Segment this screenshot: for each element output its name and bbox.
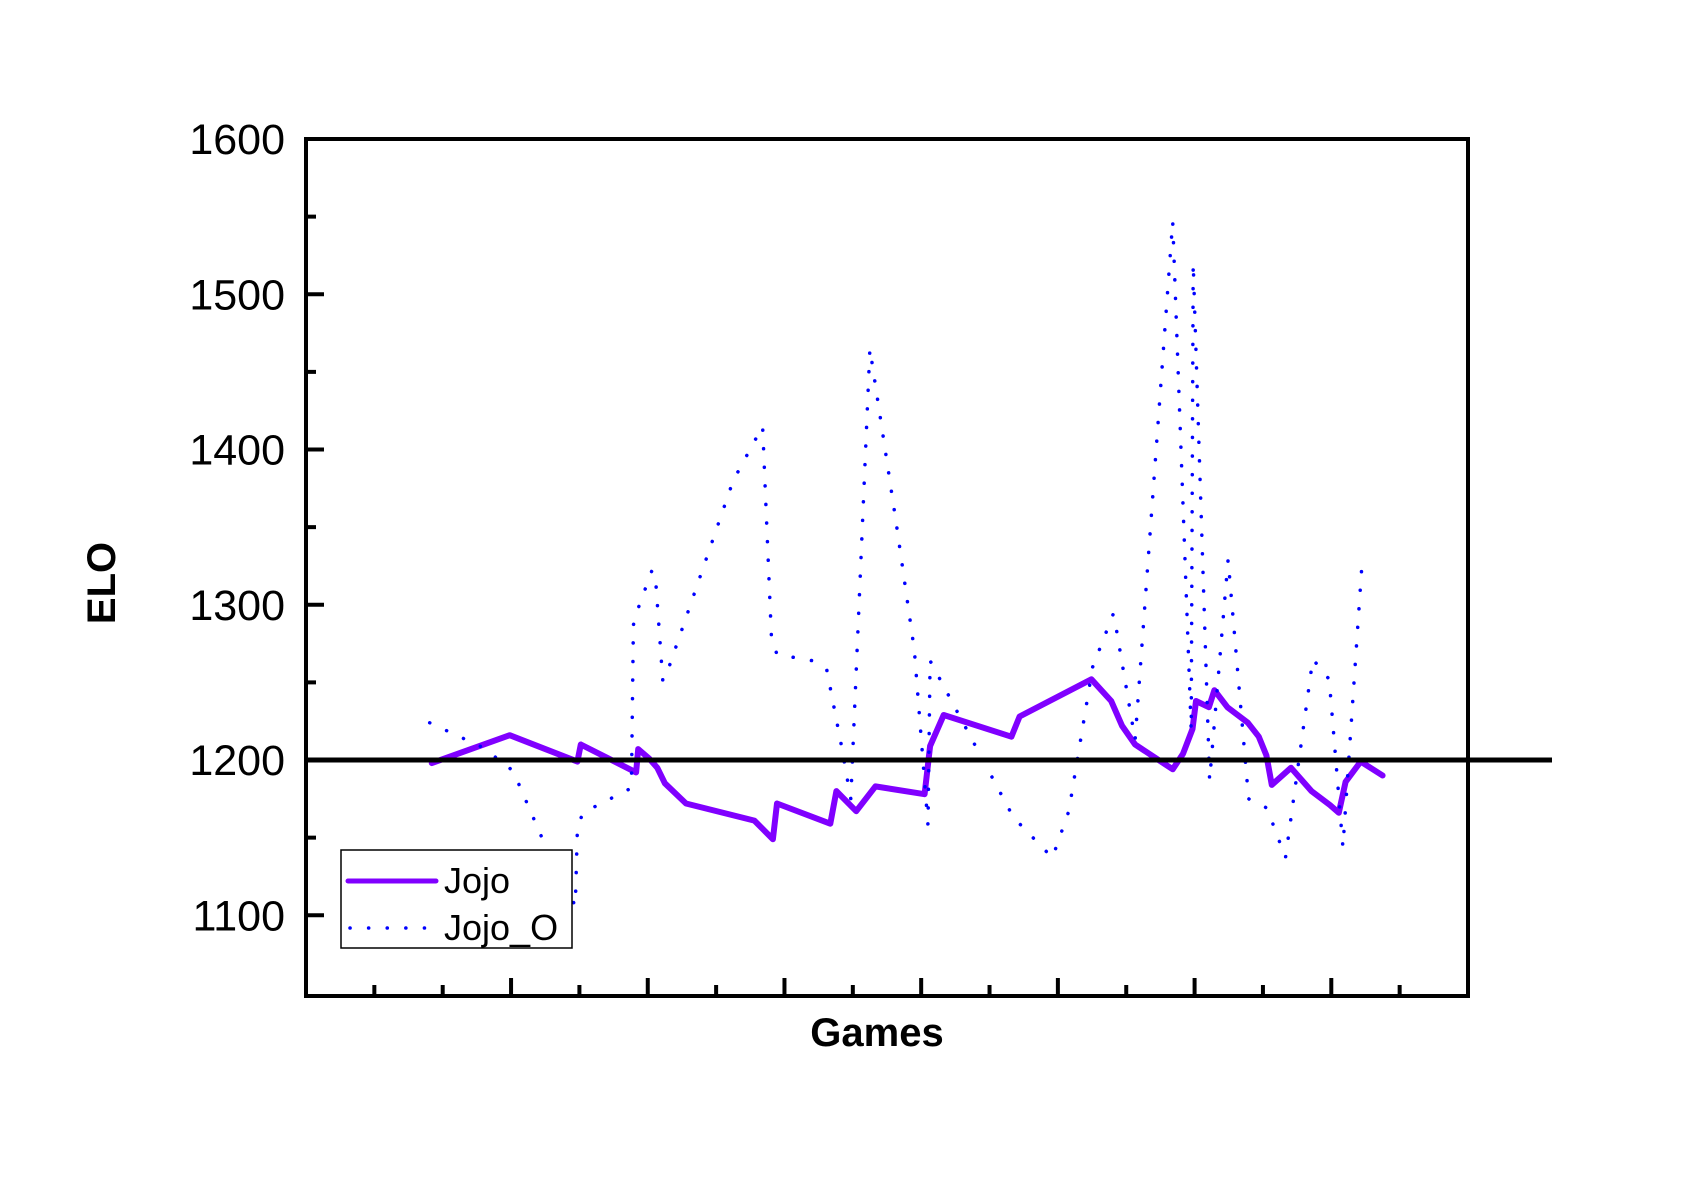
y-tick-label: 1500 [189, 271, 285, 319]
y-tick-label: 1600 [189, 116, 285, 164]
y-tick-label: 1300 [189, 582, 285, 630]
axis-ticks [306, 137, 1402, 996]
y-tick-label: 1200 [189, 737, 285, 785]
series-line-jojo-o [427, 219, 1365, 908]
legend-box [340, 849, 573, 949]
series-layer [427, 219, 1386, 908]
legend-label-jojo-o: Jojo_O [444, 907, 558, 948]
plot-frame [304, 137, 1470, 998]
y-axis-label: ELO [80, 542, 124, 624]
x-axis-label: Games [810, 1011, 943, 1055]
series-line-jojo [428, 676, 1386, 843]
y-tick-label: 1100 [193, 892, 285, 940]
y-tick-label: 1400 [189, 427, 285, 475]
y-tick-labels: 1100 1200 1300 1400 1500 1600 [189, 116, 285, 940]
legend: Jojo Jojo_O [340, 849, 573, 949]
legend-label-jojo: Jojo [444, 860, 510, 901]
